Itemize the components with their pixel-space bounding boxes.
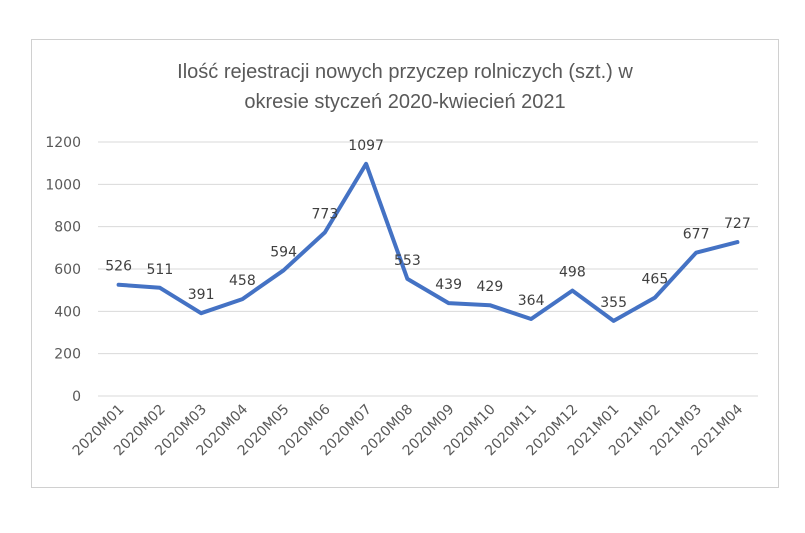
data-label: 391: [188, 287, 215, 303]
y-tick-label: 200: [54, 347, 81, 363]
data-label: 594: [270, 244, 297, 260]
chart-frame: [31, 39, 779, 488]
y-tick-label: 0: [72, 389, 81, 405]
data-label: 511: [147, 262, 174, 278]
chart-title-line-2: okresie styczeń 2020-kwiecień 2021: [244, 91, 565, 113]
x-axis-tick-labels: 2020M012020M022020M032020M042020M052020M…: [70, 401, 746, 459]
data-label: 465: [642, 272, 669, 288]
series-line: [116, 161, 740, 323]
y-tick-label: 800: [54, 220, 81, 236]
y-axis-tick-labels: 0 200 400 600 800 1000 1200: [45, 135, 81, 405]
data-label: 429: [477, 279, 504, 295]
data-label: 439: [435, 277, 462, 293]
y-tick-label: 600: [54, 262, 81, 278]
data-label: 553: [394, 253, 421, 269]
data-label: 364: [518, 293, 545, 309]
chart-title-line-1: Ilość rejestracji nowych przyczep rolnic…: [177, 61, 633, 83]
y-tick-label: 400: [54, 304, 81, 320]
y-tick-label: 1200: [45, 135, 81, 151]
y-tick-label: 1000: [45, 177, 81, 193]
data-label: 498: [559, 265, 586, 281]
series-line-group: [116, 161, 740, 323]
data-labels: 526 511 391 458 594 773 1097 553 439 429 364 498 355…: [105, 138, 750, 311]
gridlines: [98, 141, 758, 397]
data-label: 526: [105, 259, 132, 275]
data-label: 1097: [348, 138, 384, 154]
data-label: 727: [724, 216, 751, 232]
chart-title: Ilość rejestracji nowych przyczep rolnic…: [177, 61, 633, 113]
data-label: 773: [312, 206, 339, 222]
data-label: 677: [683, 227, 710, 243]
data-label: 355: [600, 295, 627, 311]
data-label: 458: [229, 273, 256, 289]
